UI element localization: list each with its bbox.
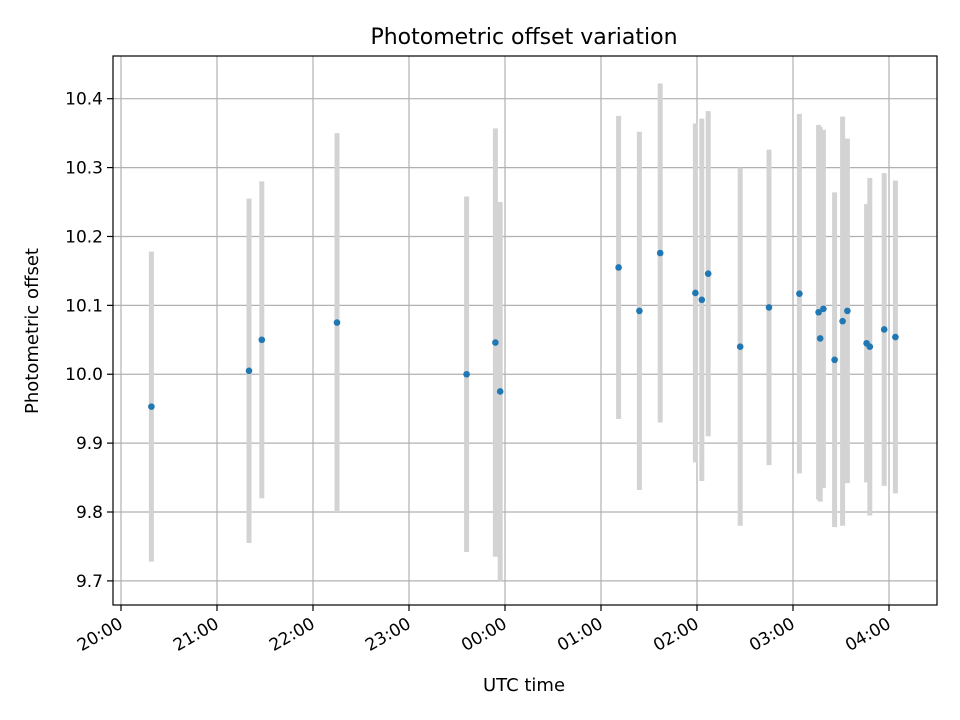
plot-frame xyxy=(112,55,938,606)
x-tick-label: 03:00 xyxy=(746,614,798,656)
y-axis-ticks: 9.7 9.8 9.9 10.0 10.1 10.2 10.3 10.4 xyxy=(65,90,113,592)
data-point xyxy=(831,356,838,364)
data-point xyxy=(844,307,851,315)
data-point xyxy=(704,270,712,277)
x-tick-label: 23:00 xyxy=(362,614,414,656)
data-point xyxy=(636,307,643,315)
data-point-layer xyxy=(148,249,899,410)
y-tick-label: 9.7 xyxy=(76,572,103,592)
x-tick-label: 22:00 xyxy=(266,614,318,656)
data-point xyxy=(698,296,706,304)
y-tick-label: 10.3 xyxy=(65,159,103,179)
x-tick-label: 02:00 xyxy=(650,614,702,656)
data-point xyxy=(692,289,699,297)
x-tick-label: 01:00 xyxy=(554,614,606,656)
y-axis-label: Photometric offset xyxy=(22,248,43,414)
y-tick-label: 10.1 xyxy=(65,296,103,316)
y-tick-label: 10.4 xyxy=(65,90,103,110)
data-point xyxy=(839,317,846,325)
y-tick-label: 9.9 xyxy=(76,434,103,454)
data-point xyxy=(816,335,824,342)
x-axis-ticks: 20:00 21:00 22:00 23:00 00:00 01:00 02:00 03:00… xyxy=(74,605,895,656)
data-point xyxy=(892,333,899,341)
x-tick-label: 20:00 xyxy=(74,614,126,656)
data-point xyxy=(765,304,773,311)
data-point xyxy=(496,388,504,395)
data-point xyxy=(492,339,499,346)
data-point xyxy=(815,308,822,316)
data-point xyxy=(615,264,622,271)
x-axis-label: UTC time xyxy=(483,675,565,696)
data-point xyxy=(463,370,470,378)
data-point xyxy=(736,343,744,350)
data-point xyxy=(245,367,253,375)
data-point xyxy=(820,305,827,313)
x-tick-label: 04:00 xyxy=(842,614,894,656)
data-point xyxy=(796,290,803,297)
x-tick-label: 21:00 xyxy=(170,614,222,656)
x-tick-label: 00:00 xyxy=(458,614,510,656)
data-point xyxy=(333,319,341,326)
data-point xyxy=(880,326,888,333)
data-point xyxy=(258,336,266,344)
data-point xyxy=(148,403,155,410)
error-bar-layer xyxy=(148,83,898,581)
y-tick-label: 10.0 xyxy=(65,365,103,385)
chart-title: Photometric offset variation xyxy=(370,25,677,50)
grid-layer xyxy=(113,56,937,605)
y-tick-label: 9.8 xyxy=(76,503,103,523)
y-tick-label: 10.2 xyxy=(65,227,103,247)
data-point xyxy=(656,249,664,257)
data-point xyxy=(866,343,874,350)
